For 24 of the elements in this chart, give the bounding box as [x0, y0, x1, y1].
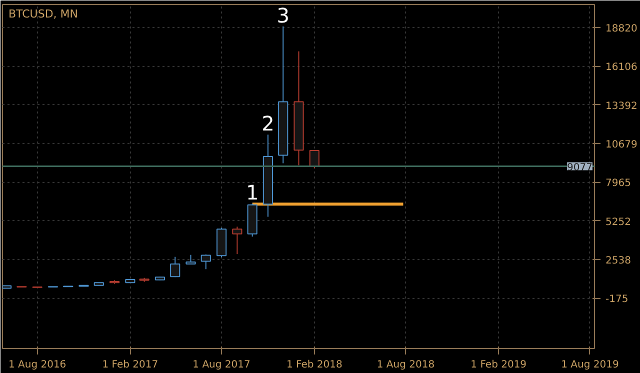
x-tick-label: 1 Feb 2019 — [470, 360, 527, 370]
y-tick-label: 13392 — [606, 100, 638, 112]
x-tick-label: 1 Aug 2019 — [561, 360, 619, 370]
x-tick-label: 1 Feb 2017 — [102, 360, 158, 370]
y-tick-label: -175 — [606, 294, 628, 306]
y-tick-label: 18820 — [606, 23, 638, 34]
candlestick — [170, 256, 180, 278]
annotation: 1 — [246, 180, 259, 205]
y-tick-label: 16106 — [606, 62, 638, 74]
annotation: 2 — [262, 112, 274, 136]
x-tick-label: 1 Aug 2016 — [8, 360, 66, 370]
candlestick — [186, 254, 196, 265]
chart-title: BTCUSD, MN — [8, 8, 78, 20]
y-tick-label: 7965 — [606, 178, 631, 190]
y-tick-label: 10679 — [606, 139, 638, 150]
x-tick-label: 1 Aug 2017 — [192, 360, 250, 370]
candlestick — [309, 150, 320, 169]
y-tick-label: 2538 — [606, 255, 631, 266]
candlestick — [232, 226, 242, 255]
x-tick-label: 1 Aug 2018 — [376, 360, 435, 370]
candlestick — [200, 254, 211, 270]
annotation: 3 — [276, 3, 290, 28]
y-tick-label: 5252 — [606, 216, 631, 228]
x-tick-label: 1 Feb 2018 — [286, 360, 342, 370]
